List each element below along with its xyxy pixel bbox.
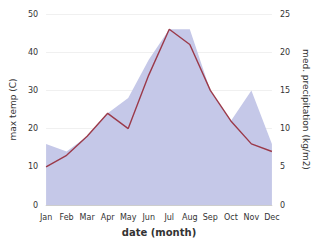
svg-text:25: 25 [280, 10, 290, 19]
svg-text:5: 5 [280, 162, 285, 171]
svg-text:15: 15 [280, 86, 290, 95]
svg-text:May: May [120, 213, 137, 222]
svg-text:20: 20 [280, 48, 290, 57]
svg-text:Dec: Dec [264, 213, 279, 222]
svg-text:Nov: Nov [244, 213, 260, 222]
svg-text:med. precipitation (kg/m2): med. precipitation (kg/m2) [301, 49, 311, 170]
svg-text:Jan: Jan [39, 213, 52, 222]
svg-text:Jul: Jul [163, 213, 174, 222]
svg-text:0: 0 [280, 201, 285, 210]
svg-text:Mar: Mar [80, 213, 96, 222]
svg-text:20: 20 [28, 124, 38, 133]
svg-text:Sep: Sep [203, 213, 218, 222]
svg-text:Aug: Aug [182, 213, 198, 222]
svg-text:10: 10 [280, 124, 290, 133]
svg-text:max temp (C): max temp (C) [8, 78, 18, 140]
svg-text:Apr: Apr [101, 213, 116, 222]
svg-text:Jun: Jun [141, 213, 155, 222]
svg-text:date (month): date (month) [122, 227, 196, 238]
svg-text:Oct: Oct [224, 213, 238, 222]
svg-text:10: 10 [28, 162, 38, 171]
svg-text:30: 30 [28, 86, 38, 95]
svg-text:0: 0 [33, 201, 38, 210]
svg-text:Feb: Feb [60, 213, 74, 222]
svg-text:50: 50 [28, 10, 38, 19]
svg-text:40: 40 [28, 48, 38, 57]
